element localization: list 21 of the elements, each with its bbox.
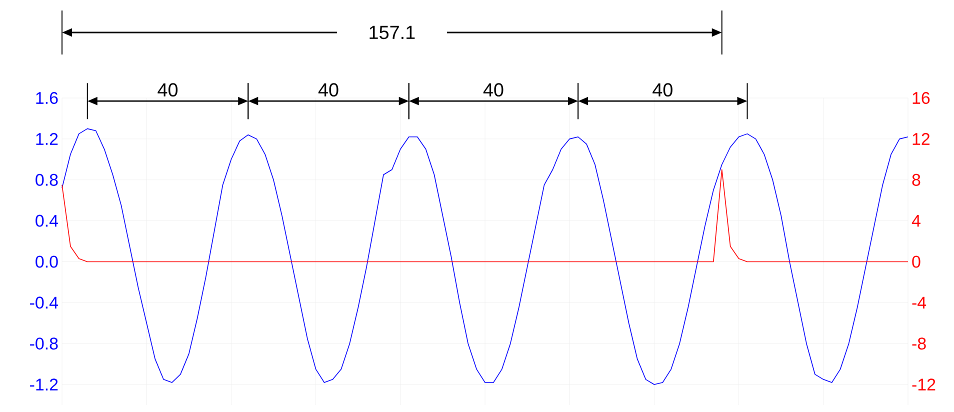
- y-tick-label: -0.4: [30, 296, 58, 309]
- y2-tick-label: -4: [912, 296, 926, 309]
- text: 40: [483, 83, 504, 97]
- text: 40: [652, 83, 672, 97]
- y-tick-label: 0.8: [36, 174, 58, 186]
- text: 40: [318, 83, 338, 97]
- y2-tick-label: 16: [912, 92, 930, 104]
- y-tick-label: -1.2: [30, 378, 58, 391]
- text: 40: [158, 83, 178, 97]
- y-tick-label: 1.6: [36, 92, 58, 104]
- y2-tick-label: 8: [912, 174, 920, 186]
- y-tick-label: 0.4: [36, 214, 58, 227]
- y-tick-label: 0.0: [36, 256, 58, 268]
- y-tick-label: 1.2: [36, 133, 58, 145]
- text: 157.1: [370, 26, 415, 40]
- y2-tick-label: 12: [912, 133, 930, 145]
- y2-tick-label: -12: [912, 378, 936, 391]
- y2-tick-label: 4: [912, 215, 920, 227]
- y2-tick-label: 0: [912, 256, 920, 268]
- y-tick-label: -0.8: [30, 338, 58, 350]
- y2-tick-label: -8: [912, 338, 926, 350]
